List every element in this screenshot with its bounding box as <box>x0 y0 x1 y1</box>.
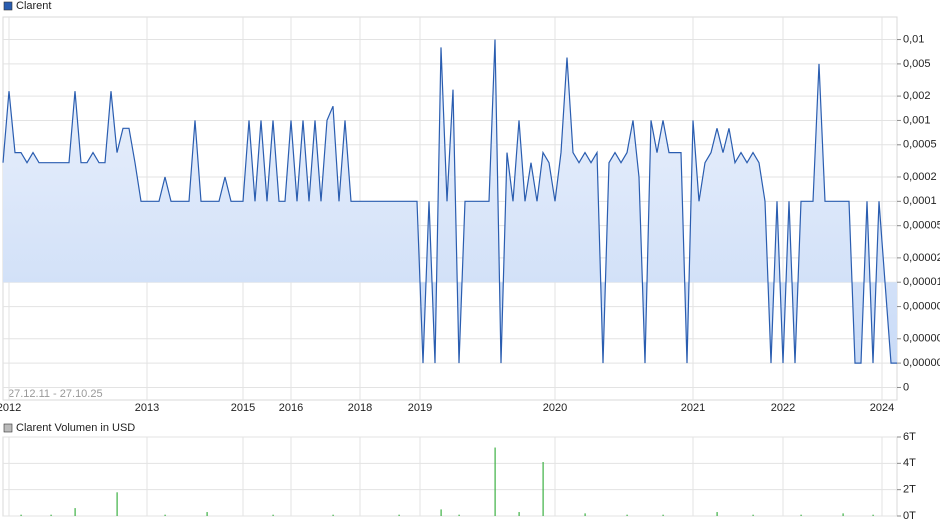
volume-bar <box>626 514 628 516</box>
y-tick-label: 0,00005 <box>903 220 940 232</box>
legend-swatch <box>3 1 13 11</box>
y-tick-label: 0,0005 <box>903 139 937 151</box>
legend-label: Clarent Volumen in USD <box>16 422 135 434</box>
y-tick-label: 0,00000 <box>903 300 940 312</box>
legend-swatch <box>3 423 13 433</box>
y-tick-label: 4T <box>903 457 916 469</box>
y-tick-label: 0 <box>903 381 909 393</box>
x-tick-label: 2012 <box>0 402 21 414</box>
volume-bar <box>440 509 442 516</box>
y-tick-label: 0,001 <box>903 114 931 126</box>
x-tick-label: 2020 <box>543 402 567 414</box>
volume-bar <box>842 513 844 516</box>
y-tick-label: 0,0002 <box>903 171 937 183</box>
volume-bar <box>872 514 874 516</box>
x-tick-label: 2021 <box>681 402 705 414</box>
volume-bar <box>164 514 166 516</box>
plot-frame <box>2 436 898 517</box>
y-tick-label: 0,00000 <box>903 333 940 345</box>
volume-bar <box>752 514 754 516</box>
volume-bar <box>716 512 718 516</box>
date-range: 27.12.11 - 27.10.25 <box>8 388 103 400</box>
x-tick-label: 2013 <box>135 402 159 414</box>
x-tick-label: 2016 <box>279 402 303 414</box>
y-tick-label: 0,00001 <box>903 276 940 288</box>
volume-bar <box>458 514 460 516</box>
volume-bar <box>116 492 118 516</box>
y-tick-label: 0T <box>903 510 916 522</box>
volume-bar <box>332 514 334 516</box>
y-tick-label: 0,005 <box>903 58 931 70</box>
volume-bar <box>542 462 544 516</box>
volume-bar <box>272 514 274 516</box>
legend-label: Clarent <box>16 0 51 12</box>
volume-bar <box>662 514 664 516</box>
volume-bar <box>800 514 802 516</box>
volume-bar <box>398 514 400 516</box>
volume-bar <box>494 447 496 516</box>
x-tick-label: 2019 <box>408 402 432 414</box>
x-tick-label: 2024 <box>870 402 894 414</box>
y-tick-label: 0,002 <box>903 90 931 102</box>
price-line <box>2 39 897 364</box>
y-tick-label: 6T <box>903 431 916 443</box>
x-tick-label: 2018 <box>348 402 372 414</box>
x-tick-label: 2022 <box>771 402 795 414</box>
volume-bar <box>20 514 22 516</box>
y-tick-label: 0,00002 <box>903 252 940 264</box>
y-tick-label: 0,0001 <box>903 195 937 207</box>
volume-bar <box>74 508 76 516</box>
area <box>3 39 897 364</box>
volume-bar <box>584 513 586 516</box>
y-tick-label: 2T <box>903 484 916 496</box>
y-tick-label: 0,00000 <box>903 357 940 369</box>
volume-bar <box>518 512 520 516</box>
x-tick-label: 2015 <box>231 402 255 414</box>
volume-bar <box>50 514 52 516</box>
y-tick-label: 0,01 <box>903 33 924 45</box>
volume-bar <box>206 512 208 516</box>
